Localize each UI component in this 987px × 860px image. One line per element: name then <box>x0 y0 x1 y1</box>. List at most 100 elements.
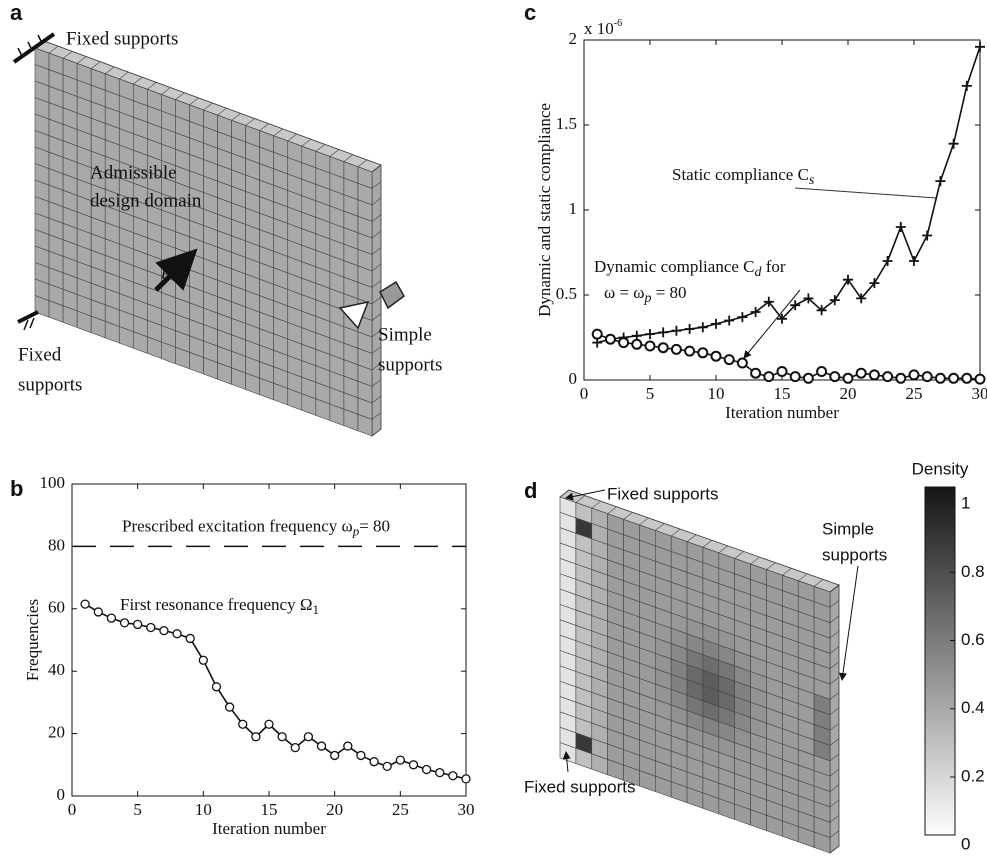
mesh-edge <box>203 102 213 111</box>
text-part: Static compliance C <box>672 165 809 184</box>
load-arrow <box>154 248 198 292</box>
annotation: design domain <box>90 190 202 211</box>
y-tick-label: 40 <box>48 660 65 679</box>
mesh-edge <box>829 768 840 777</box>
mesh-edge <box>686 534 697 542</box>
mesh-edge <box>829 722 840 731</box>
support-symbol <box>12 32 56 64</box>
marker <box>750 307 761 317</box>
marker <box>106 613 117 623</box>
marker <box>763 371 775 383</box>
mesh-edge <box>371 164 382 173</box>
marker <box>961 372 973 384</box>
mesh-edge <box>798 573 808 582</box>
y-axis-label: Frequencies <box>23 599 42 681</box>
mesh-edge <box>175 92 185 100</box>
support-triangle <box>379 280 405 310</box>
mesh-edge <box>189 97 199 106</box>
annotation: Simple <box>822 519 874 538</box>
mesh-edge <box>829 815 840 823</box>
marker <box>843 274 853 285</box>
marker <box>895 222 906 232</box>
text-part: Prescribed excitation frequency ω <box>122 516 353 535</box>
mesh-edge <box>829 845 840 854</box>
colorbar-title: Density <box>912 459 969 478</box>
marker <box>645 329 655 340</box>
marker <box>395 755 405 765</box>
mesh-edge <box>734 551 744 559</box>
annotation: Fixed <box>18 344 62 365</box>
marker <box>369 757 379 767</box>
mesh-edge <box>371 214 382 222</box>
colorbar-tick-label: 0 <box>961 835 970 854</box>
mesh-edge <box>105 66 115 75</box>
mesh-edge <box>287 133 297 142</box>
marker <box>671 325 682 336</box>
marker <box>93 607 103 617</box>
marker <box>604 333 616 345</box>
mesh-edge <box>259 123 269 131</box>
x-tick-label: 0 <box>68 800 77 819</box>
marker <box>697 322 708 333</box>
marker <box>776 366 788 377</box>
marker <box>882 256 893 266</box>
text-part: = 80 <box>651 283 686 302</box>
mesh-edge <box>371 379 382 387</box>
marker <box>935 176 946 187</box>
panel-label: d <box>524 478 537 503</box>
x-tick-label: 5 <box>133 800 142 819</box>
marker <box>133 619 143 630</box>
text-part: p <box>643 291 651 306</box>
marker <box>934 372 946 384</box>
mesh-edge <box>301 138 311 147</box>
mesh-edge <box>371 329 382 338</box>
marker <box>803 293 814 304</box>
x-tick-label: 20 <box>840 384 857 403</box>
marker <box>961 80 972 91</box>
marker <box>711 318 721 329</box>
mesh-edge <box>829 707 840 716</box>
marker <box>777 313 787 324</box>
marker <box>591 328 603 340</box>
x-tick-label: 5 <box>646 384 655 403</box>
marker <box>303 732 314 742</box>
mesh-edge <box>315 144 326 152</box>
panel-a <box>34 40 382 437</box>
mesh-edge <box>371 313 382 321</box>
x-tick-label: 10 <box>195 800 212 819</box>
mesh-edge <box>371 412 382 420</box>
pointer <box>839 565 859 681</box>
marker <box>448 771 458 781</box>
x-axis-label: Iteration number <box>212 819 326 838</box>
mesh-edge <box>371 362 382 371</box>
mesh-edge <box>90 61 101 69</box>
marker <box>421 764 432 775</box>
marker <box>382 761 392 772</box>
panel-label: a <box>10 0 23 25</box>
marker <box>172 629 182 639</box>
colorbar-tick-label: 0.2 <box>961 766 985 785</box>
mesh-edge <box>702 540 713 548</box>
mesh-edge <box>607 506 617 515</box>
text-part: x 10 <box>584 19 614 38</box>
marker <box>435 767 445 778</box>
colorbar-tick-label: 1 <box>961 494 970 513</box>
mesh-edge <box>639 517 649 526</box>
panel-label: b <box>10 476 23 501</box>
mesh-edge <box>371 428 382 437</box>
annotation: ω = ωp = 80 <box>604 283 687 306</box>
mesh-edge <box>245 118 255 126</box>
x-tick-label: 0 <box>580 384 589 403</box>
y-axis-label: Dynamic and static compliance <box>535 103 554 317</box>
marker <box>908 369 920 381</box>
marker <box>829 371 841 383</box>
marker <box>882 371 894 383</box>
marker <box>948 138 959 149</box>
x-tick-label: 25 <box>906 384 923 403</box>
marker <box>974 373 986 385</box>
x-tick-label: 10 <box>708 384 725 403</box>
mesh-edge <box>273 128 283 137</box>
colorbar-tick-label: 0.4 <box>961 698 985 717</box>
marker <box>224 702 235 712</box>
mesh-edge <box>371 346 382 354</box>
